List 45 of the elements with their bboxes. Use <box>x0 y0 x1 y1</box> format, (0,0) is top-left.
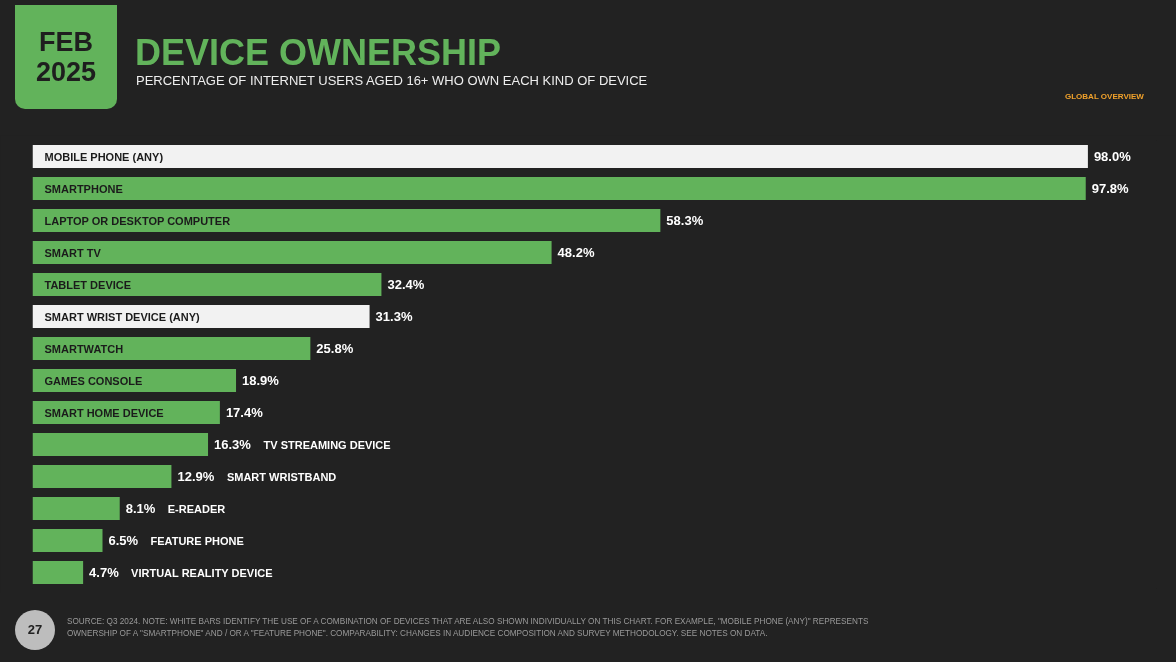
y-tick-label: GAMES CONSOLE <box>44 374 143 387</box>
y-tick-label: TV STREAMING DEVICE <box>263 438 391 451</box>
chart-title: DEVICE OWNERSHIP <box>135 31 502 75</box>
y-tick-label: E-READER <box>167 502 226 515</box>
data-label: 98.0% <box>1093 149 1132 164</box>
bar <box>32 496 120 521</box>
y-tick-label: TABLET DEVICE <box>44 278 132 291</box>
y-tick-label: FEATURE PHONE <box>150 534 244 547</box>
bar <box>32 144 1088 169</box>
chart-subtitle: PERCENTAGE OF INTERNET USERS AGED 16+ WHO OWN EACH KIND OF DEVICE <box>136 72 648 90</box>
data-label: 25.8% <box>316 341 354 356</box>
bar <box>32 432 209 457</box>
data-label: 17.4% <box>225 405 264 420</box>
bar <box>32 336 311 361</box>
source-note: SOURCE: Q3 2024. NOTE: WHITE BARS IDENTIFY THE USE OF A COMBINATION OF DEVICES THAT ARE ALSO SHOWN INDIVIDUALLY ON THIS CHART. FOR EXAMPLE, "MOBILE PHONE (ANY)" REPRESENTS OWNERSHIP OF A "SMARTPHONE" AND / OR A "FEATURE PHONE". COMPARABILITY: CHANGES IN AUDIENCE COMPOSITION AND SURVEY METHODOLOGY. SEE NOTES ON DATA. <box>67 616 870 640</box>
bar <box>32 272 382 297</box>
data-label: 48.2% <box>557 245 595 260</box>
data-label: 18.9% <box>242 373 280 388</box>
y-tick-label: SMARTPHONE <box>44 182 123 195</box>
y-tick-label: SMARTWATCH <box>44 342 124 355</box>
text: FEB 2025 <box>15 5 117 109</box>
text: 27 <box>15 610 55 650</box>
data-label: 58.3% <box>666 213 704 228</box>
bar <box>32 528 103 553</box>
bar <box>32 208 661 233</box>
y-tick-label: SMART TV <box>44 246 102 259</box>
y-tick-label: SMART WRISTBAND <box>226 470 337 483</box>
data-label: 31.3% <box>375 309 413 324</box>
data-label: 6.5% <box>108 533 139 548</box>
y-tick-label: MOBILE PHONE (ANY) <box>44 150 164 163</box>
bar <box>32 240 552 265</box>
y-tick-label: SMART WRIST DEVICE (ANY) <box>44 310 201 323</box>
data-label: 12.9% <box>177 469 215 484</box>
y-tick-label: LAPTOP OR DESKTOP COMPUTER <box>44 214 231 227</box>
y-tick-label: SMART HOME DEVICE <box>44 406 164 419</box>
bar <box>32 464 172 489</box>
bar <box>32 560 84 585</box>
bar <box>32 176 1086 201</box>
data-label: 32.4% <box>387 277 425 292</box>
data-label: 97.8% <box>1091 181 1130 196</box>
text: GLOBAL OVERVIEW <box>1065 91 1144 103</box>
data-label: 16.3% <box>214 437 252 452</box>
data-label: 8.1% <box>125 501 156 516</box>
y-tick-label: VIRTUAL REALITY DEVICE <box>131 566 273 579</box>
data-label: 4.7% <box>89 565 120 580</box>
